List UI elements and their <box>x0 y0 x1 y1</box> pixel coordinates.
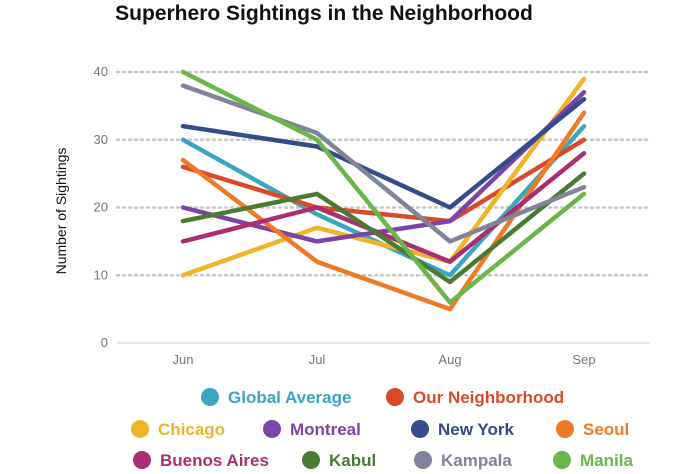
legend-label: Kabul <box>329 451 376 470</box>
legend-swatch <box>414 451 432 469</box>
legend-label: Global Average <box>228 388 351 407</box>
x-tick-label: Aug <box>438 352 461 367</box>
series-line-seoul <box>180 110 587 312</box>
legend-swatch <box>302 451 320 469</box>
legend-item[interactable]: Kabul <box>302 451 376 470</box>
legend-swatch <box>263 420 281 438</box>
series-line-manila <box>180 69 587 305</box>
legend-item[interactable]: Chicago <box>131 420 225 439</box>
gridlines <box>115 70 652 344</box>
y-tick-label: 40 <box>94 64 108 79</box>
legend-swatch <box>133 451 151 469</box>
y-tick-label: 10 <box>94 267 108 282</box>
legend-label: Kampala <box>441 451 512 470</box>
legend-swatch <box>386 388 404 406</box>
y-tick-label: 20 <box>94 200 108 215</box>
legend-item[interactable]: Montreal <box>263 420 361 439</box>
legend-item[interactable]: Seoul <box>556 420 629 439</box>
legend-swatch <box>201 388 219 406</box>
x-tick-labels: Jun Jul Aug Sep <box>173 352 596 367</box>
legend-item[interactable]: Kampala <box>414 451 512 470</box>
series-line-kabul <box>180 171 587 285</box>
legend-item[interactable]: Manila <box>553 451 633 470</box>
legend-swatch <box>553 451 571 469</box>
legend-label: Chicago <box>158 420 225 439</box>
legend-item[interactable]: New York <box>411 420 514 439</box>
x-tick-label: Jul <box>309 352 326 367</box>
series-lines <box>180 69 587 312</box>
y-tick-label: 30 <box>94 132 108 147</box>
legend: Global Average Our Neighborhood Chicago Mon… <box>131 388 633 470</box>
legend-label: Manila <box>580 451 633 470</box>
series-line-buenos-aires <box>180 151 587 264</box>
chart-title: Superhero Sightings in the Neighborhood <box>115 2 533 25</box>
y-tick-label: 0 <box>101 335 108 350</box>
x-tick-label: Sep <box>572 352 595 367</box>
legend-item[interactable]: Buenos Aires <box>133 451 269 470</box>
legend-label: Seoul <box>583 420 629 439</box>
y-axis-label: Number of Sightings <box>53 148 69 275</box>
series-line-new-york <box>180 96 587 210</box>
legend-swatch <box>411 420 429 438</box>
series-line-kampala <box>180 83 587 244</box>
legend-swatch <box>556 420 574 438</box>
series-line-our-neighborhood <box>180 137 587 224</box>
legend-item[interactable]: Our Neighborhood <box>386 388 564 407</box>
legend-swatch <box>131 420 149 438</box>
legend-label: New York <box>438 420 514 439</box>
legend-label: Montreal <box>290 420 361 439</box>
legend-label: Buenos Aires <box>160 451 269 470</box>
series-line-chicago <box>180 76 587 278</box>
y-tick-labels: 0 10 20 30 40 <box>94 64 108 350</box>
legend-item[interactable]: Global Average <box>201 388 351 407</box>
legend-label: Our Neighborhood <box>413 388 564 407</box>
x-tick-label: Jun <box>173 352 194 367</box>
